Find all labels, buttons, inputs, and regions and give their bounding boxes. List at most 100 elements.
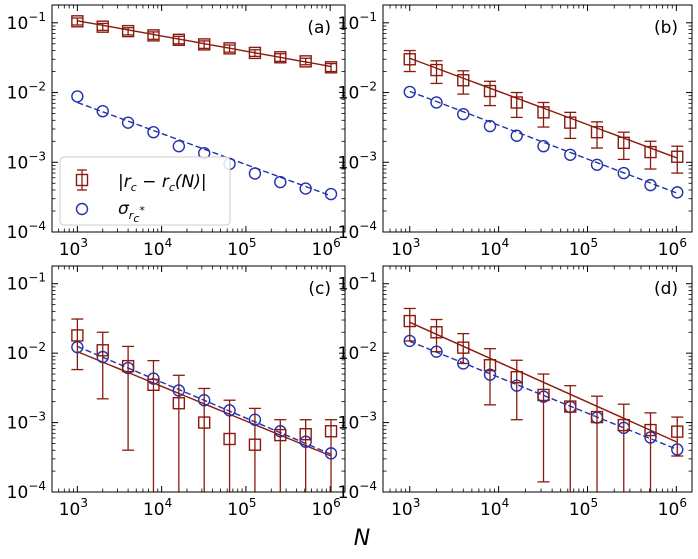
y-tick-base: 10 bbox=[338, 84, 360, 104]
marker-square bbox=[197, 38, 211, 51]
marker-square bbox=[172, 33, 186, 47]
marker-circle bbox=[457, 357, 470, 370]
legend: |rc − rc(N)|σrc* bbox=[59, 156, 231, 226]
legend-text-part: c bbox=[131, 181, 137, 194]
marker-circle bbox=[121, 116, 135, 129]
marker-square bbox=[274, 51, 287, 64]
marker-square bbox=[248, 46, 262, 60]
marker-square bbox=[96, 20, 109, 33]
x-tick-label: 103 bbox=[391, 236, 420, 260]
marker-square bbox=[403, 314, 416, 328]
panel-frame bbox=[382, 265, 693, 493]
y-tick-label: 10−1 bbox=[7, 10, 46, 34]
y-tick-label: 10−4 bbox=[7, 219, 46, 243]
y-tick-exponent: −1 bbox=[359, 10, 377, 24]
y-tick-exponent: −3 bbox=[28, 410, 46, 424]
y-tick-base: 10 bbox=[338, 223, 360, 243]
marker-square bbox=[299, 428, 312, 441]
x-tick-exponent: 3 bbox=[413, 496, 421, 510]
y-tick-base: 10 bbox=[7, 483, 29, 503]
y-tick-label: 10−2 bbox=[7, 80, 46, 104]
y-tick-base: 10 bbox=[338, 153, 360, 173]
y-tick-base: 10 bbox=[338, 344, 360, 364]
marker-circle bbox=[457, 107, 470, 121]
marker-square bbox=[147, 29, 160, 42]
y-tick-exponent: −1 bbox=[359, 271, 377, 285]
marker-circle bbox=[96, 104, 109, 118]
y-tick-label: 10−3 bbox=[7, 410, 46, 434]
y-tick-exponent: −3 bbox=[359, 410, 377, 424]
y-tick-exponent: −3 bbox=[359, 149, 377, 163]
x-tick-label: 104 bbox=[143, 236, 172, 260]
marker-square bbox=[537, 388, 550, 402]
marker-circle bbox=[483, 368, 497, 381]
x-tick-label: 103 bbox=[59, 236, 88, 260]
panel-label: (d) bbox=[654, 279, 678, 299]
marker-circle bbox=[96, 350, 109, 364]
x-tick-exponent: 4 bbox=[502, 496, 510, 510]
marker-circle bbox=[172, 139, 186, 153]
marker-circle bbox=[197, 394, 211, 407]
marker-circle bbox=[671, 186, 684, 199]
y-tick-label: 10−3 bbox=[338, 410, 377, 434]
x-tick-exponent: 6 bbox=[333, 496, 341, 510]
y-tick-base: 10 bbox=[7, 414, 29, 434]
legend-box bbox=[59, 156, 231, 226]
y-tick-base: 10 bbox=[338, 414, 360, 434]
panel-label: (a) bbox=[307, 18, 331, 38]
marker-circle bbox=[510, 379, 523, 392]
marker-circle bbox=[537, 139, 550, 153]
fit-line-series-b bbox=[409, 90, 678, 194]
x-tick-exponent: 5 bbox=[590, 236, 598, 250]
marker-square bbox=[71, 329, 84, 342]
panel-frame bbox=[51, 4, 346, 233]
legend-label-series-b: σrc* bbox=[118, 199, 145, 225]
marker-square bbox=[223, 432, 236, 446]
marker-square bbox=[483, 84, 497, 98]
marker-square bbox=[430, 326, 443, 339]
marker-square bbox=[537, 106, 550, 119]
marker-square bbox=[510, 96, 523, 109]
x-tick-label: 105 bbox=[227, 236, 256, 260]
marker-square bbox=[457, 341, 470, 354]
x-tick-exponent: 5 bbox=[249, 496, 257, 510]
x-tick-exponent: 5 bbox=[249, 236, 257, 250]
marker-circle bbox=[71, 90, 84, 103]
marker-square bbox=[299, 55, 312, 68]
y-tick-label: 10−4 bbox=[338, 479, 377, 503]
legend-text-part: − r bbox=[137, 172, 170, 192]
y-tick-label: 10−1 bbox=[338, 10, 377, 34]
marker-square bbox=[403, 53, 416, 66]
marker-square bbox=[147, 378, 160, 392]
y-tick-base: 10 bbox=[7, 275, 29, 295]
marker-square bbox=[71, 15, 84, 28]
y-tick-label: 10−4 bbox=[7, 479, 46, 503]
x-tick-label: 105 bbox=[569, 236, 598, 260]
marker-square bbox=[644, 423, 657, 437]
marker-circle bbox=[172, 384, 186, 397]
x-tick-label: 104 bbox=[143, 496, 172, 520]
y-tick-exponent: −4 bbox=[359, 479, 377, 493]
marker-circle bbox=[299, 435, 312, 448]
y-tick-exponent: −1 bbox=[28, 271, 46, 285]
y-tick-exponent: −2 bbox=[28, 80, 46, 94]
y-tick-base: 10 bbox=[7, 14, 29, 34]
marker-circle bbox=[274, 175, 287, 189]
marker-circle bbox=[403, 334, 416, 348]
x-tick-exponent: 3 bbox=[80, 236, 88, 250]
marker-square bbox=[324, 425, 338, 438]
marker-square bbox=[274, 428, 287, 442]
marker-square bbox=[671, 150, 684, 163]
marker-circle bbox=[223, 404, 236, 417]
marker-circle bbox=[617, 166, 630, 180]
marker-square bbox=[121, 359, 135, 373]
marker-circle bbox=[248, 413, 262, 426]
x-tick-exponent: 3 bbox=[413, 236, 421, 250]
y-tick-label: 10−3 bbox=[7, 149, 46, 173]
legend-square-marker bbox=[75, 173, 89, 187]
